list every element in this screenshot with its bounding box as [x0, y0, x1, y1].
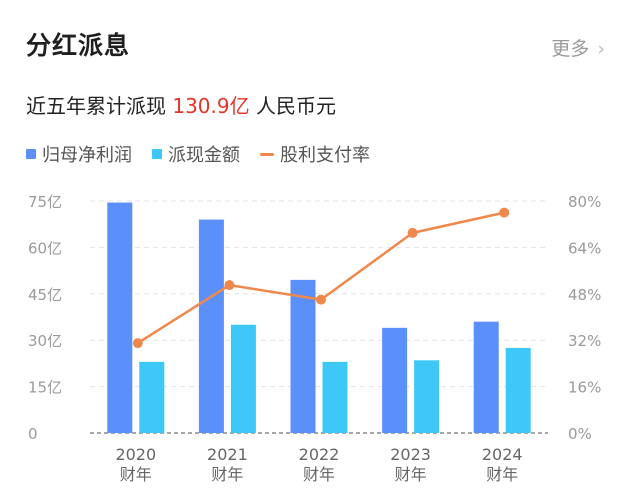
bar-profit — [107, 202, 133, 433]
bar-profit — [473, 321, 499, 433]
y-left-tick-label: 60亿 — [28, 239, 62, 257]
y-left-tick-label: 75亿 — [28, 193, 62, 211]
bar-dividend — [505, 347, 531, 433]
x-tick-sublabel: 财年 — [395, 465, 427, 484]
y-right-tick-label: 80% — [568, 193, 601, 211]
bar-profit — [382, 327, 408, 433]
chevron-right-icon: › — [597, 38, 605, 60]
more-link[interactable]: 更多 › — [551, 34, 605, 61]
summary-suffix: 人民币元 — [255, 94, 336, 118]
payout-ratio-point — [132, 338, 143, 349]
payout-ratio-point — [316, 294, 326, 305]
y-left-tick-label: 30亿 — [28, 332, 62, 350]
y-right-tick-label: 48% — [568, 286, 601, 304]
x-tick-label: 2023 — [390, 445, 431, 464]
x-tick-label: 2020 — [115, 445, 156, 464]
legend-label-dividend: 派现金额 — [168, 145, 240, 166]
x-tick-label: 2024 — [482, 445, 523, 464]
x-tick-label: 2021 — [207, 445, 248, 464]
payout-ratio-line — [137, 211, 505, 345]
legend-item-dividend[interactable]: 派现金额 — [152, 141, 240, 167]
bar-dividend — [139, 361, 165, 433]
y-right-tick-label: 16% — [568, 379, 601, 397]
y-right-tick-label: 0% — [568, 425, 592, 443]
legend-label-payout: 股利支付率 — [280, 145, 370, 166]
payout-ratio-point — [499, 207, 510, 218]
bar-profit — [290, 279, 316, 433]
section-header: 分红派息 更多 › — [26, 26, 605, 66]
y-left-tick-label: 45亿 — [28, 286, 62, 304]
bar-dividend — [322, 361, 348, 433]
x-tick-sublabel: 财年 — [303, 465, 335, 484]
bar-profit — [198, 219, 224, 433]
chart-legend: 归母净利润 派现金额 股利支付率 — [26, 141, 390, 167]
bar-dividend — [414, 360, 440, 433]
y-right-tick-label: 64% — [568, 239, 601, 257]
x-tick-sublabel: 财年 — [120, 465, 152, 484]
legend-swatch-payout — [260, 152, 274, 156]
dividend-summary: 近五年累计派现 130.9亿 人民币元 — [26, 90, 336, 119]
legend-swatch-profit — [26, 149, 36, 159]
payout-ratio-point — [224, 280, 235, 291]
y-right-tick-label: 32% — [568, 332, 601, 350]
legend-item-profit[interactable]: 归母净利润 — [26, 141, 132, 167]
x-tick-label: 2022 — [299, 445, 340, 464]
x-tick-sublabel: 财年 — [486, 465, 518, 484]
legend-label-profit: 归母净利润 — [42, 145, 132, 166]
legend-item-payout[interactable]: 股利支付率 — [260, 141, 370, 167]
x-tick-sublabel: 财年 — [211, 465, 243, 484]
section-title: 分红派息 — [26, 31, 131, 60]
summary-amount: 130.9亿 — [172, 94, 250, 118]
bar-dividend — [230, 324, 256, 433]
y-left-tick-label: 0 — [28, 425, 38, 443]
y-left-tick-label: 15亿 — [28, 379, 62, 397]
summary-prefix: 近五年累计派现 — [26, 94, 166, 118]
legend-swatch-dividend — [152, 149, 162, 159]
payout-ratio-point — [407, 227, 418, 238]
more-label: 更多 — [551, 38, 590, 60]
